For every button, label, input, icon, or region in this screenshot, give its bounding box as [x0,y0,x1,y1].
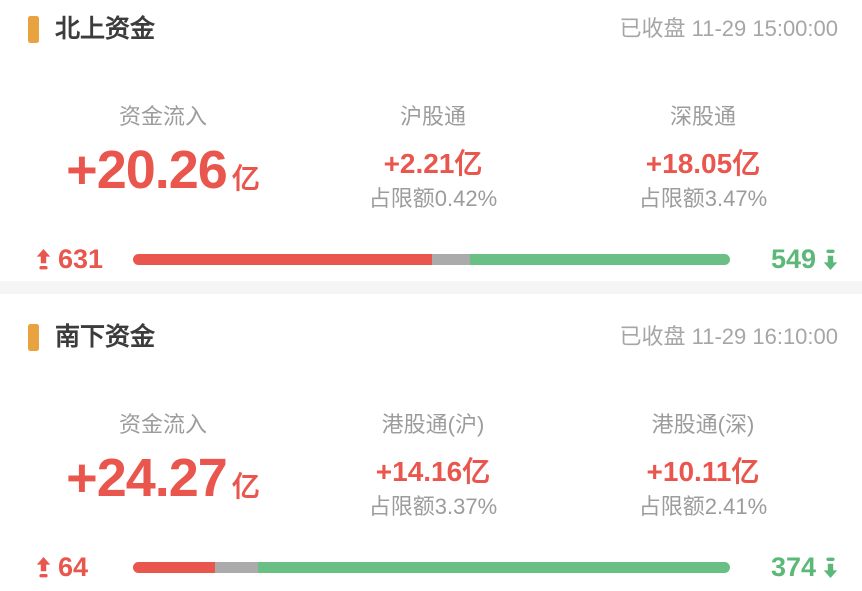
advancers-count: 631 [28,244,133,275]
sh-connect-column: 沪股通 +2.21亿 占限额0.42% [298,102,568,214]
market-status: 已收盘 11-29 15:00:00 [619,16,839,41]
advancers-number: 631 [58,243,104,274]
up-arrow-icon [36,248,51,270]
channel-name: 港股通(沪) [381,412,485,437]
up-arrow-icon [36,556,51,578]
southbound-stats: 资金流入 +24.27 亿 港股通(沪) +14.16亿 占限额3.37% 港股通… [28,410,838,522]
title-marker [28,15,39,43]
decliners-count: 374 [730,552,838,583]
down-arrow-icon [823,557,838,578]
channel-value: +10.11亿 [646,456,760,487]
channel-quota: 占限额3.47% [638,186,768,211]
breadth-bar-down-segment [258,561,730,573]
channel-value: +14.16亿 [375,456,491,487]
hk-sz-connect-column: 港股通(深) +10.11亿 占限额2.41% [568,410,838,522]
breadth-bar [133,253,730,265]
inflow-value: +20.26 亿 [66,140,260,200]
channel-name: 港股通(深) [651,412,755,437]
channel-value: +2.21亿 [383,148,483,179]
decliners-count: 549 [730,244,838,275]
breadth-bar-down-segment [470,253,730,265]
inflow-value: +24.27 亿 [66,448,260,508]
northbound-breadth-row: 631 549 [28,242,838,276]
inflow-label: 资金流入 [118,412,207,437]
advancers-count: 64 [28,552,133,583]
decliners-number: 549 [770,243,816,274]
southbound-header[interactable]: 南下资金 已收盘 11-29 16:10:00 [28,294,838,352]
southbound-title-group: 南下资金 [28,322,155,352]
title-marker [28,323,39,351]
channel-value: +18.05亿 [645,148,761,179]
southbound-breadth-row: 64 374 [28,550,838,584]
hk-sh-connect-column: 港股通(沪) +14.16亿 占限额3.37% [298,410,568,522]
section-title: 北上资金 [55,15,156,43]
inflow-column: 资金流入 +20.26 亿 [28,102,298,214]
channel-name: 深股通 [669,104,736,129]
inflow-column: 资金流入 +24.27 亿 [28,410,298,522]
northbound-stats: 资金流入 +20.26 亿 沪股通 +2.21亿 占限额0.42% 深股通 +18… [28,102,838,214]
sz-connect-column: 深股通 +18.05亿 占限额3.47% [568,102,838,214]
channel-quota: 占限额2.41% [638,494,768,519]
breadth-bar-flat-segment [214,561,259,573]
channel-name: 沪股通 [399,104,466,129]
northbound-title-group: 北上资金 [28,14,155,44]
breadth-bar-up-segment [133,253,432,265]
section-divider [0,281,862,294]
decliners-number: 374 [770,551,816,582]
market-status: 已收盘 11-29 16:10:00 [619,324,839,349]
inflow-label: 资金流入 [118,104,207,129]
advancers-number: 64 [58,551,89,582]
inflow-unit: 亿 [231,471,260,502]
channel-quota: 占限额0.42% [368,186,498,211]
breadth-bar-flat-segment [431,253,471,265]
down-arrow-icon [823,249,838,270]
northbound-panel: 北上资金 已收盘 11-29 15:00:00 资金流入 +20.26 亿 沪股通… [0,14,862,276]
channel-quota: 占限额3.37% [368,494,498,519]
section-title: 南下资金 [55,323,156,351]
breadth-bar [133,561,730,573]
southbound-panel: 南下资金 已收盘 11-29 16:10:00 资金流入 +24.27 亿 港股通… [0,294,862,584]
inflow-unit: 亿 [231,163,260,194]
northbound-header[interactable]: 北上资金 已收盘 11-29 15:00:00 [28,14,838,44]
breadth-bar-up-segment [133,561,215,573]
